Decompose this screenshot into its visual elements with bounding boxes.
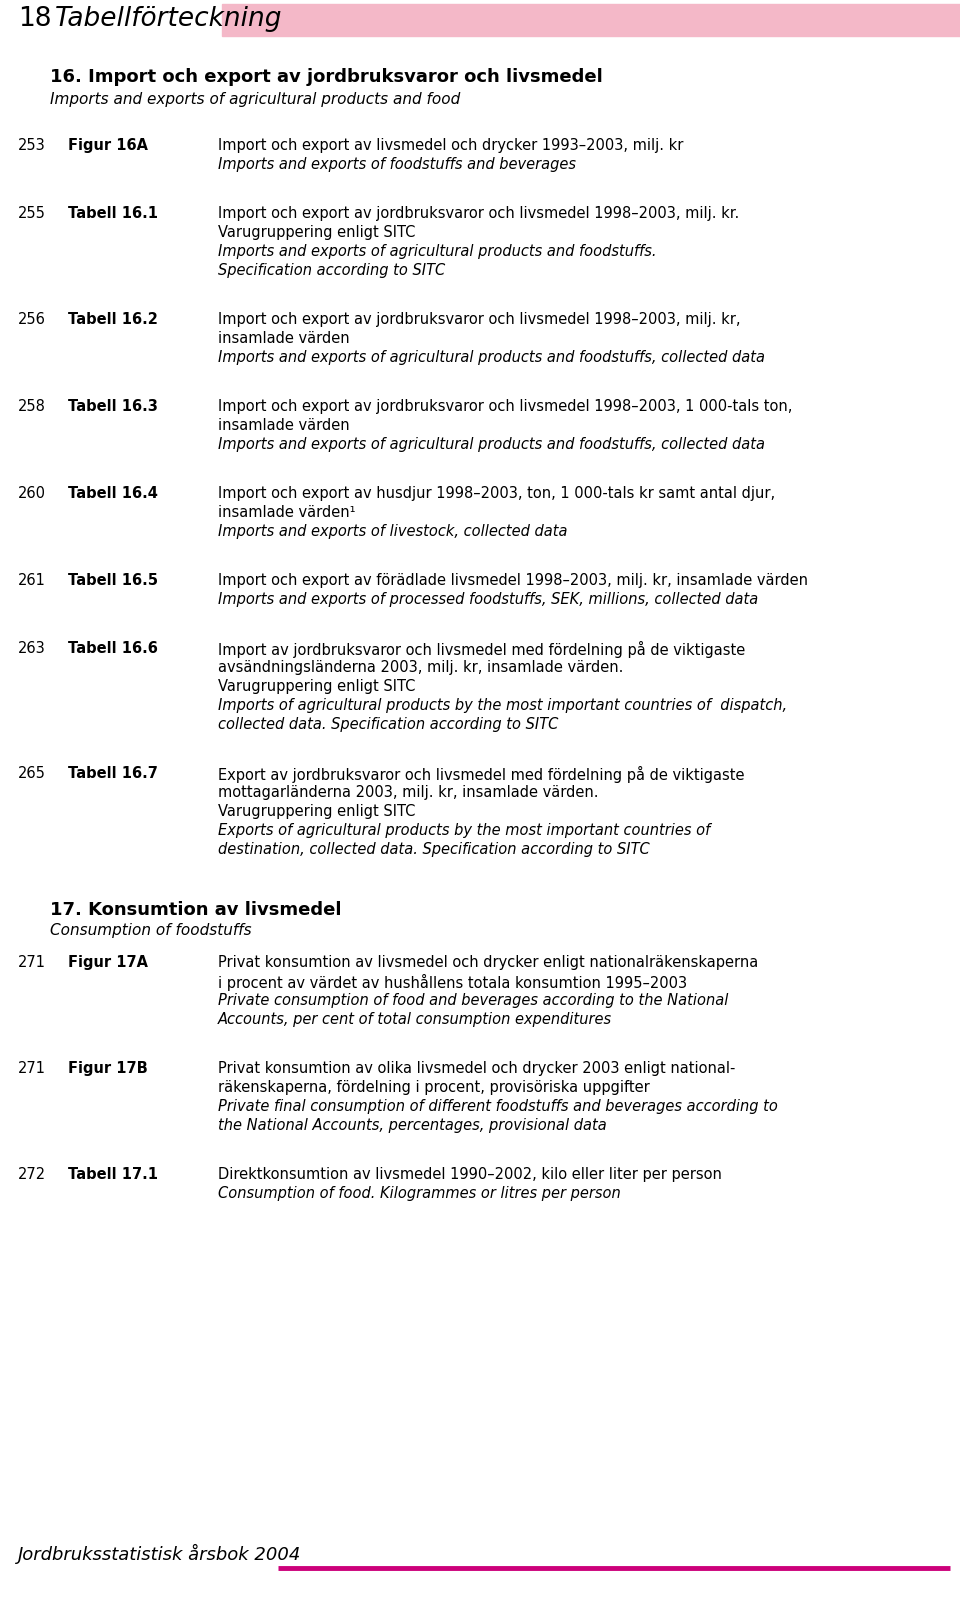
Text: collected data. Specification according to SITC: collected data. Specification according … xyxy=(218,717,559,733)
Text: Exports of agricultural products by the most important countries of: Exports of agricultural products by the … xyxy=(218,822,710,838)
Text: Tabell 16.3: Tabell 16.3 xyxy=(68,399,157,414)
Text: 265: 265 xyxy=(18,766,46,781)
Text: Imports of agricultural products by the most important countries of  dispatch,: Imports of agricultural products by the … xyxy=(218,697,787,713)
Text: Imports and exports of foodstuffs and beverages: Imports and exports of foodstuffs and be… xyxy=(218,157,576,172)
Text: Private final consumption of different foodstuffs and beverages according to: Private final consumption of different f… xyxy=(218,1100,778,1114)
Text: Import och export av livsmedel och drycker 1993–2003, milj. kr: Import och export av livsmedel och dryck… xyxy=(218,138,684,152)
Text: Varugruppering enligt SITC: Varugruppering enligt SITC xyxy=(218,805,416,819)
Text: insamlade värden¹: insamlade värden¹ xyxy=(218,505,355,519)
Text: insamlade värden: insamlade värden xyxy=(218,330,349,346)
Text: Jordbruksstatistisk årsbok 2004: Jordbruksstatistisk årsbok 2004 xyxy=(18,1544,301,1565)
Text: destination, collected data. Specification according to SITC: destination, collected data. Specificati… xyxy=(218,842,650,858)
Text: Tabell 16.4: Tabell 16.4 xyxy=(68,486,157,502)
Text: Figur 17B: Figur 17B xyxy=(68,1061,148,1076)
Text: Accounts, per cent of total consumption expenditures: Accounts, per cent of total consumption … xyxy=(218,1011,612,1028)
Text: Import och export av jordbruksvaror och livsmedel 1998–2003, 1 000-tals ton,: Import och export av jordbruksvaror och … xyxy=(218,399,792,414)
Text: 271: 271 xyxy=(18,1061,46,1076)
Text: Figur 16A: Figur 16A xyxy=(68,138,148,152)
Text: Varugruppering enligt SITC: Varugruppering enligt SITC xyxy=(218,680,416,694)
Text: Imports and exports of processed foodstuffs, SEK, millions, collected data: Imports and exports of processed foodstu… xyxy=(218,592,758,608)
Text: Tabell 16.5: Tabell 16.5 xyxy=(68,572,158,588)
Text: 260: 260 xyxy=(18,486,46,502)
Text: insamlade värden: insamlade värden xyxy=(218,418,349,433)
Text: Tabell 16.2: Tabell 16.2 xyxy=(68,313,157,327)
Text: Tabell 16.1: Tabell 16.1 xyxy=(68,207,158,221)
Text: Private consumption of food and beverages according to the National: Private consumption of food and beverage… xyxy=(218,992,729,1008)
Text: mottagarländerna 2003, milj. kr, insamlade värden.: mottagarländerna 2003, milj. kr, insamla… xyxy=(218,785,598,800)
Text: räkenskaperna, fördelning i procent, provisöriska uppgifter: räkenskaperna, fördelning i procent, pro… xyxy=(218,1080,650,1095)
Text: 17. Konsumtion av livsmedel: 17. Konsumtion av livsmedel xyxy=(50,901,342,919)
Text: 18: 18 xyxy=(18,6,52,32)
Text: Tabell 16.6: Tabell 16.6 xyxy=(68,641,157,656)
Text: Import av jordbruksvaror och livsmedel med fördelning på de viktigaste: Import av jordbruksvaror och livsmedel m… xyxy=(218,641,745,657)
Text: Import och export av husdjur 1998–2003, ton, 1 000-tals kr samt antal djur,: Import och export av husdjur 1998–2003, … xyxy=(218,486,775,502)
Text: Privat konsumtion av livsmedel och drycker enligt nationalräkenskaperna: Privat konsumtion av livsmedel och dryck… xyxy=(218,955,758,970)
Text: Consumption of food. Kilogrammes or litres per person: Consumption of food. Kilogrammes or litr… xyxy=(218,1186,621,1201)
Text: 261: 261 xyxy=(18,572,46,588)
Bar xyxy=(222,3,960,35)
Text: 255: 255 xyxy=(18,207,46,221)
Text: Tabell 17.1: Tabell 17.1 xyxy=(68,1167,158,1181)
Text: 258: 258 xyxy=(18,399,46,414)
Text: Imports and exports of livestock, collected data: Imports and exports of livestock, collec… xyxy=(218,524,567,539)
Text: 256: 256 xyxy=(18,313,46,327)
Text: Imports and exports of agricultural products and foodstuffs.: Imports and exports of agricultural prod… xyxy=(218,244,657,260)
Text: Import och export av jordbruksvaror och livsmedel 1998–2003, milj. kr.: Import och export av jordbruksvaror och … xyxy=(218,207,739,221)
Text: Tabell 16.7: Tabell 16.7 xyxy=(68,766,157,781)
Text: avsändningsländerna 2003, milj. kr, insamlade värden.: avsändningsländerna 2003, milj. kr, insa… xyxy=(218,660,623,675)
Text: Specification according to SITC: Specification according to SITC xyxy=(218,263,445,277)
Text: Tabellförteckning: Tabellförteckning xyxy=(55,6,282,32)
Text: Imports and exports of agricultural products and food: Imports and exports of agricultural prod… xyxy=(50,91,460,107)
Text: 271: 271 xyxy=(18,955,46,970)
Text: Export av jordbruksvaror och livsmedel med fördelning på de viktigaste: Export av jordbruksvaror och livsmedel m… xyxy=(218,766,745,782)
Text: Privat konsumtion av olika livsmedel och drycker 2003 enligt national-: Privat konsumtion av olika livsmedel och… xyxy=(218,1061,735,1076)
Text: Imports and exports of agricultural products and foodstuffs, collected data: Imports and exports of agricultural prod… xyxy=(218,349,765,365)
Text: 253: 253 xyxy=(18,138,46,152)
Text: Import och export av jordbruksvaror och livsmedel 1998–2003, milj. kr,: Import och export av jordbruksvaror och … xyxy=(218,313,740,327)
Text: Imports and exports of agricultural products and foodstuffs, collected data: Imports and exports of agricultural prod… xyxy=(218,438,765,452)
Text: 272: 272 xyxy=(18,1167,46,1181)
Text: 16. Import och export av jordbruksvaror och livsmedel: 16. Import och export av jordbruksvaror … xyxy=(50,67,603,87)
Text: Consumption of foodstuffs: Consumption of foodstuffs xyxy=(50,923,252,938)
Text: Import och export av förädlade livsmedel 1998–2003, milj. kr, insamlade värden: Import och export av förädlade livsmedel… xyxy=(218,572,808,588)
Text: Direktkonsumtion av livsmedel 1990–2002, kilo eller liter per person: Direktkonsumtion av livsmedel 1990–2002,… xyxy=(218,1167,722,1181)
Text: Figur 17A: Figur 17A xyxy=(68,955,148,970)
Text: 263: 263 xyxy=(18,641,46,656)
Text: Varugruppering enligt SITC: Varugruppering enligt SITC xyxy=(218,224,416,240)
Text: i procent av värdet av hushållens totala konsumtion 1995–2003: i procent av värdet av hushållens totala… xyxy=(218,975,687,991)
Text: the National Accounts, percentages, provisional data: the National Accounts, percentages, prov… xyxy=(218,1117,607,1133)
